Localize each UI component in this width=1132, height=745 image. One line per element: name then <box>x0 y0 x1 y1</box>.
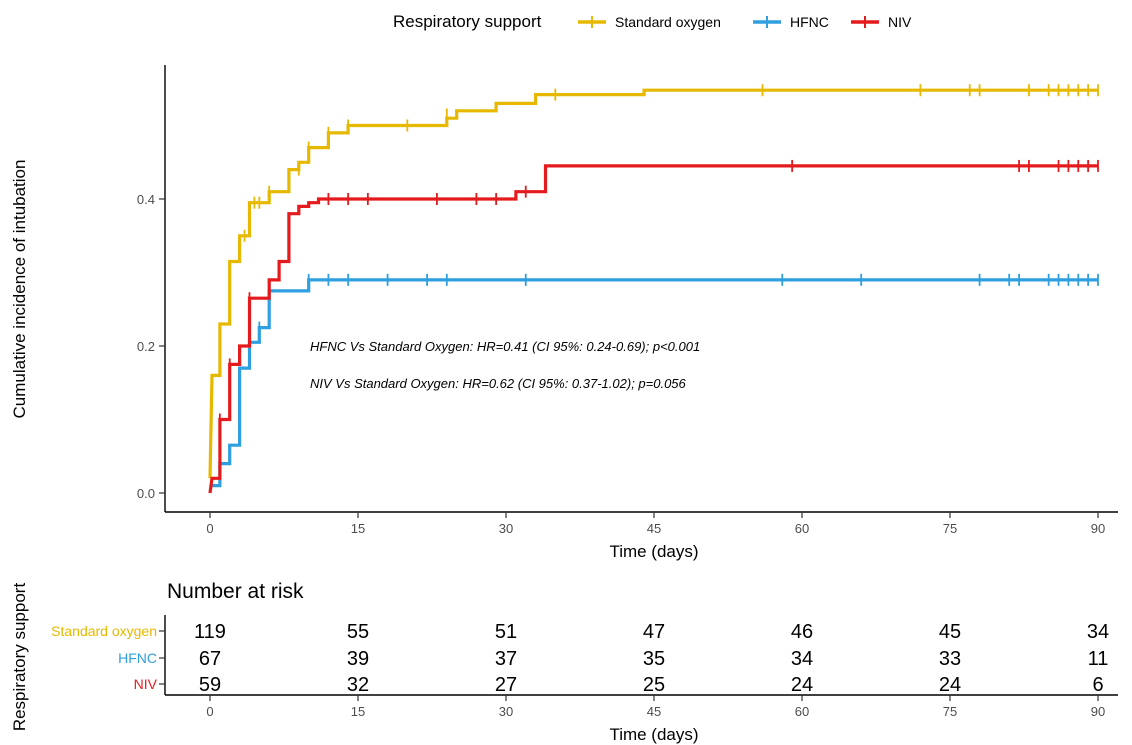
risk-x-axis-title: Time (days) <box>609 725 698 744</box>
risk-row-label: NIV <box>134 676 158 692</box>
risk-cell: 119 <box>194 621 226 643</box>
annotation-niv-hr: NIV Vs Standard Oxygen: HR=0.62 (CI 95%:… <box>310 376 687 391</box>
risk-table-title: Number at risk <box>167 580 304 603</box>
risk-cell: 24 <box>939 674 961 696</box>
risk-x-tick-label: 30 <box>499 704 513 719</box>
legend-entry-hfnc: HFNC <box>753 14 829 30</box>
risk-cell: 33 <box>939 648 961 670</box>
risk-x-tick-label: 0 <box>206 704 213 719</box>
risk-cell: 39 <box>347 648 369 670</box>
legend-label: HFNC <box>790 14 829 30</box>
legend-label: NIV <box>888 14 912 30</box>
x-tick-label: 60 <box>795 521 809 536</box>
x-tick-label: 0 <box>206 521 213 536</box>
y-tick-label: 0.4 <box>137 192 155 207</box>
step-line-standard-oxygen <box>208 88 1098 479</box>
y-tick-label: 0.0 <box>137 486 155 501</box>
risk-cell: 32 <box>347 674 369 696</box>
series-standard-oxygen <box>208 84 1099 479</box>
x-tick-label: 90 <box>1091 521 1105 536</box>
series-layer <box>208 84 1099 494</box>
risk-cell: 55 <box>347 621 369 643</box>
risk-x-tick-label: 45 <box>647 704 661 719</box>
step-line-hfnc <box>210 278 1098 488</box>
risk-x-tick-label: 60 <box>795 704 809 719</box>
x-axis-title: Time (days) <box>609 542 698 561</box>
risk-cell: 59 <box>199 674 221 696</box>
risk-cell: 34 <box>791 648 813 670</box>
main-plot-axes: 0 15 30 45 60 75 90 0.0 0.2 0.4 Time (days) Cumu… <box>10 65 1118 561</box>
risk-cell: 51 <box>495 621 517 643</box>
risk-cell: 67 <box>199 648 221 670</box>
risk-row-niv: NIV 59 32 27 25 24 24 6 <box>134 674 1104 696</box>
risk-cell: 37 <box>495 648 517 670</box>
y-axis-title: Cumulative incidence of intubation <box>10 160 29 419</box>
annotations: HFNC Vs Standard Oxygen: HR=0.41 (CI 95%… <box>310 339 700 391</box>
risk-x-tick-label: 75 <box>943 704 957 719</box>
risk-cell: 27 <box>495 674 517 696</box>
legend-title: Respiratory support <box>393 12 542 31</box>
x-tick-label: 30 <box>499 521 513 536</box>
x-tick-label: 15 <box>351 521 365 536</box>
risk-row-standard-oxygen: Standard oxygen 119 55 51 47 46 45 34 <box>51 621 1109 643</box>
legend: Respiratory support Standard oxygen HFNC N… <box>393 12 912 31</box>
series-niv <box>208 159 1099 494</box>
risk-x-tick-label: 90 <box>1091 704 1105 719</box>
x-tick-label: 75 <box>943 521 957 536</box>
annotation-hfnc-hr: HFNC Vs Standard Oxygen: HR=0.41 (CI 95%… <box>310 339 700 354</box>
risk-row-hfnc: HFNC 67 39 37 35 34 33 11 <box>118 648 1108 670</box>
risk-cell: 46 <box>791 621 813 643</box>
risk-cell: 35 <box>643 648 665 670</box>
legend-entry-niv: NIV <box>851 14 912 30</box>
risk-row-label: Standard oxygen <box>51 623 157 639</box>
risk-row-label: HFNC <box>118 650 157 666</box>
x-tick-label: 45 <box>647 521 661 536</box>
risk-cell: 47 <box>643 621 665 643</box>
risk-table: Number at risk Standard oxygen 119 55 51 47 4… <box>10 580 1118 744</box>
risk-cell: 34 <box>1087 621 1109 643</box>
risk-y-axis-title: Respiratory support <box>10 583 29 732</box>
step-line-niv <box>208 164 1098 494</box>
risk-x-tick-label: 15 <box>351 704 365 719</box>
legend-label: Standard oxygen <box>615 14 721 30</box>
legend-entry-standard-oxygen: Standard oxygen <box>578 14 721 30</box>
risk-cell: 11 <box>1088 648 1109 670</box>
risk-cell: 24 <box>791 674 813 696</box>
risk-cell: 6 <box>1092 674 1103 696</box>
risk-cell: 45 <box>939 621 961 643</box>
risk-cell: 25 <box>643 674 665 696</box>
y-tick-label: 0.2 <box>137 339 155 354</box>
